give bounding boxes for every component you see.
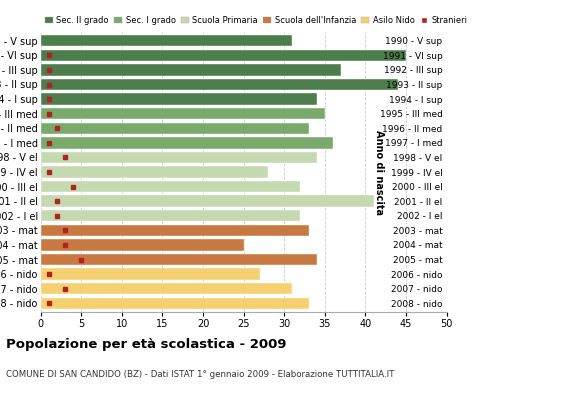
Bar	[41, 196, 374, 207]
Bar	[41, 239, 244, 251]
Bar	[41, 108, 325, 119]
Bar	[41, 137, 333, 148]
Bar	[41, 254, 317, 265]
Bar	[41, 122, 309, 134]
Bar	[41, 181, 300, 192]
Bar	[41, 64, 341, 76]
Bar	[41, 152, 317, 163]
Text: COMUNE DI SAN CANDIDO (BZ) - Dati ISTAT 1° gennaio 2009 - Elaborazione TUTTITALI: COMUNE DI SAN CANDIDO (BZ) - Dati ISTAT …	[6, 370, 394, 379]
Bar	[41, 166, 268, 178]
Text: Popolazione per età scolastica - 2009: Popolazione per età scolastica - 2009	[6, 338, 287, 351]
Legend: Sec. II grado, Sec. I grado, Scuola Primaria, Scuola dell'Infanzia, Asilo Nido, : Sec. II grado, Sec. I grado, Scuola Prim…	[45, 16, 467, 25]
Bar	[41, 35, 292, 46]
Bar	[41, 210, 300, 222]
Bar	[41, 50, 406, 61]
Bar	[41, 93, 317, 105]
Bar	[41, 298, 309, 309]
Bar	[41, 268, 260, 280]
Bar	[41, 225, 309, 236]
Bar	[41, 283, 292, 294]
Bar	[41, 79, 398, 90]
Y-axis label: Anno di nascita: Anno di nascita	[374, 130, 384, 214]
